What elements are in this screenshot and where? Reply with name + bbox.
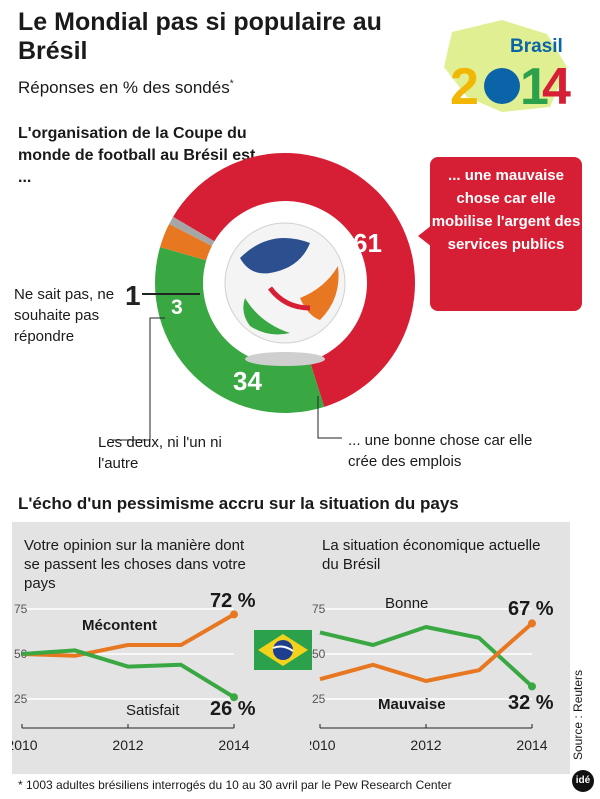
chart2-ytick: 75 bbox=[312, 602, 326, 616]
value-bad: 61 bbox=[353, 228, 382, 258]
slice-dk bbox=[169, 216, 215, 246]
brand-logo: idé bbox=[572, 770, 594, 792]
callout-bad: ... une mauvaise chose car elle mobilise… bbox=[430, 157, 582, 311]
section-title: L'écho d'un pessimisme accru sur la situ… bbox=[18, 494, 459, 513]
chart1-xtick: 2010 bbox=[12, 737, 38, 753]
chart1-series-label-satisfait: Satisfait bbox=[126, 702, 180, 719]
label-good: ... une bonne chose car elle crée des em… bbox=[348, 432, 533, 470]
chart1-series-0-endpoint bbox=[230, 610, 238, 619]
slice-good bbox=[155, 247, 325, 413]
chart1-series-0 bbox=[21, 612, 236, 658]
value-both: 3 bbox=[171, 296, 183, 319]
subtitle: Réponses en % des sondés* bbox=[18, 78, 234, 97]
chart2-title: La situation économique actuelle du Brés… bbox=[322, 537, 541, 573]
chart2-end-label-bonne: 32 % bbox=[508, 692, 554, 714]
slice-bad bbox=[173, 152, 415, 407]
chart2-ytick: 50 bbox=[312, 647, 326, 661]
chart1-series-label-mecontent: Mécontent bbox=[82, 617, 157, 634]
chart1-xtick: 2012 bbox=[112, 737, 143, 753]
chart1-title: Votre opinion sur la manière dont se pas… bbox=[24, 537, 246, 592]
donut-chart bbox=[155, 152, 415, 413]
chart2-series-1-endpoint bbox=[528, 619, 536, 628]
svg-text:2: 2 bbox=[450, 58, 479, 116]
page-title: Le Mondial pas si populaire au Brésil bbox=[18, 8, 382, 65]
chart2-ytick: 25 bbox=[312, 692, 326, 706]
chart2-xtick: 2012 bbox=[410, 737, 441, 753]
chart2-xtick: 2010 bbox=[310, 737, 336, 753]
chart1-ytick: 25 bbox=[14, 692, 28, 706]
line-chart-opinion: 75 50 25 2010 2012 2014 bbox=[12, 602, 250, 753]
label-both: Les deux, ni l'un ni l'autre bbox=[98, 434, 222, 472]
chart1-xtick: 2014 bbox=[218, 737, 249, 753]
football-icon bbox=[224, 222, 346, 366]
line-chart-economy: 75 50 25 2010 2012 2014 bbox=[310, 602, 548, 753]
slice-both bbox=[160, 224, 212, 261]
value-good: 34 bbox=[233, 366, 262, 396]
asterisk: * bbox=[229, 78, 234, 90]
chart2-series-label-bonne: Bonne bbox=[385, 595, 429, 612]
callout-pointer bbox=[418, 225, 432, 247]
brazil-flag-icon bbox=[254, 630, 312, 670]
chart2-end-label-mauvaise: 67 % bbox=[508, 598, 554, 620]
svg-text:1: 1 bbox=[520, 58, 549, 116]
chart1-end-label-mecontent: 72 % bbox=[210, 590, 256, 612]
leader-lines bbox=[112, 293, 342, 441]
donut-question: L'organisation de la Coupe du monde de f… bbox=[18, 125, 256, 186]
svg-text:4: 4 bbox=[542, 58, 571, 116]
logo-word: Brasil bbox=[510, 36, 563, 57]
label-dk: Ne sait pas, ne souhaite pas répondre bbox=[14, 286, 115, 345]
value-dk: 1 bbox=[125, 280, 141, 311]
chart1-end-label-satisfait: 26 % bbox=[210, 698, 256, 720]
chart2-xtick: 2014 bbox=[516, 737, 547, 753]
brasil-2014-logo: 2 1 4 bbox=[444, 20, 571, 116]
chart2-series-0-endpoint bbox=[528, 682, 536, 691]
chart1-series-1 bbox=[21, 648, 236, 699]
footnote: * 1003 adultes brésiliens interrogés du … bbox=[18, 778, 452, 792]
source: Source : Reuters bbox=[571, 669, 585, 760]
chart1-ytick: 50 bbox=[14, 647, 28, 661]
chart1-series-1-endpoint bbox=[230, 693, 238, 702]
chart2-series-1 bbox=[319, 621, 534, 683]
chart2-series-label-mauvaise: Mauvaise bbox=[378, 696, 446, 713]
chart2-series-0 bbox=[319, 625, 534, 688]
chart1-ytick: 75 bbox=[14, 602, 28, 616]
